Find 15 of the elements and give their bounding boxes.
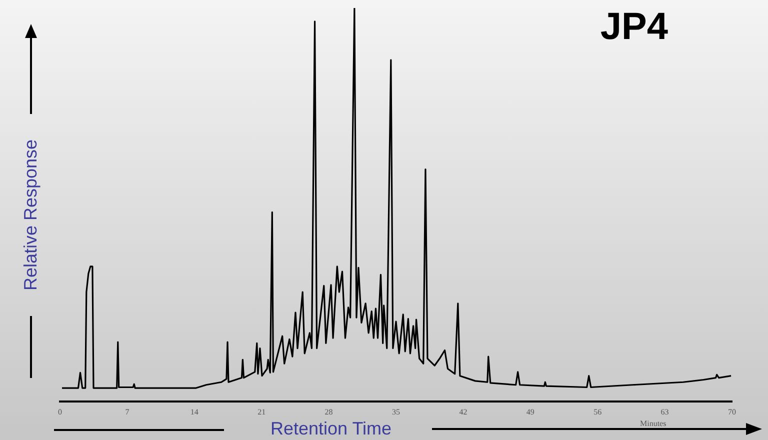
chart-title: JP4 bbox=[600, 6, 668, 49]
x-tick-label: 7 bbox=[125, 407, 130, 416]
y-axis-title: Relative Response bbox=[20, 139, 42, 291]
x-tick-label: 49 bbox=[526, 407, 534, 416]
x-tick-label: 14 bbox=[190, 407, 198, 416]
x-axis-title: Retention Time bbox=[270, 418, 392, 440]
x-tick-label: 56 bbox=[594, 407, 602, 416]
x-tick-label: 70 bbox=[728, 407, 736, 416]
x-tick-label: 28 bbox=[324, 407, 333, 416]
x-tick-label: 35 bbox=[392, 407, 400, 416]
x-tick-label: 42 bbox=[459, 407, 468, 416]
text: Minutes bbox=[640, 419, 666, 428]
x-tick-label: 0 bbox=[58, 407, 62, 416]
x-tick-label: 21 bbox=[258, 407, 266, 416]
x-tick-label: 63 bbox=[660, 407, 669, 416]
